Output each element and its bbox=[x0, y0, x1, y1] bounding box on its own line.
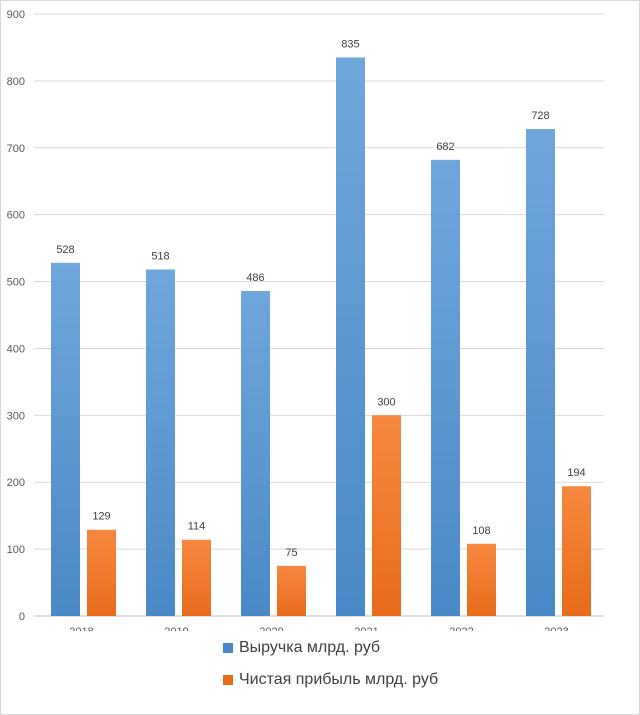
data-label-net-profit-2022: 108 bbox=[472, 525, 490, 537]
y-tick-label: 100 bbox=[7, 544, 25, 556]
bar-net-profit-2023 bbox=[562, 486, 591, 616]
bar-net-profit-2020 bbox=[277, 565, 306, 616]
data-label-net-profit-2019: 114 bbox=[188, 521, 206, 533]
y-tick-label: 800 bbox=[7, 76, 25, 88]
bar-net-profit-2019 bbox=[182, 539, 211, 616]
bar-net-profit-2018 bbox=[87, 529, 116, 616]
y-tick-label: 400 bbox=[7, 343, 25, 355]
y-tick-label: 500 bbox=[7, 277, 25, 289]
bar-revenue-2022 bbox=[431, 159, 460, 616]
bar-chart: 0 100 200 300 400 500 600 700 800 900 528 129 518 11… bbox=[7, 9, 604, 631]
y-tick-label: 300 bbox=[7, 410, 25, 422]
x-axis-ticks: 2018 2019 2020 2021 2022 2023 bbox=[69, 626, 568, 631]
bar-net-profit-2022 bbox=[467, 543, 496, 616]
data-label-revenue-2018: 528 bbox=[56, 244, 74, 256]
data-label-revenue-2022: 682 bbox=[436, 141, 454, 153]
legend: Выручка млрд. руб Чистая прибыль млрд. р… bbox=[223, 637, 438, 701]
data-label-net-profit-2023: 194 bbox=[567, 467, 585, 479]
bar-net-profit-2021 bbox=[372, 415, 401, 616]
data-label-net-profit-2021: 300 bbox=[377, 396, 395, 408]
data-label-net-profit-2020: 75 bbox=[285, 547, 297, 559]
y-tick-label: 0 bbox=[19, 611, 25, 623]
bars bbox=[51, 57, 591, 616]
x-tick-label: 2019 bbox=[164, 626, 188, 631]
x-tick-label: 2020 bbox=[259, 626, 283, 631]
data-label-revenue-2019: 518 bbox=[151, 251, 169, 263]
legend-label-net-profit: Чистая прибыль млрд. руб bbox=[239, 670, 439, 688]
data-label-revenue-2021: 835 bbox=[341, 38, 359, 50]
legend-swatch-net-profit bbox=[223, 674, 233, 685]
data-label-revenue-2020: 486 bbox=[246, 272, 264, 284]
bar-revenue-2021 bbox=[336, 57, 365, 616]
y-tick-label: 900 bbox=[7, 9, 25, 21]
x-tick-label: 2023 bbox=[544, 626, 568, 631]
legend-swatch-revenue bbox=[223, 642, 233, 653]
data-label-revenue-2023: 728 bbox=[531, 110, 549, 122]
y-axis-ticks: 0 100 200 300 400 500 600 700 800 900 bbox=[7, 9, 25, 623]
legend-item-revenue: Выручка млрд. руб bbox=[223, 637, 438, 658]
y-tick-label: 700 bbox=[7, 143, 25, 155]
bar-revenue-2018 bbox=[51, 262, 80, 616]
gridlines bbox=[34, 13, 604, 617]
bar-revenue-2023 bbox=[526, 129, 555, 616]
data-labels: 528 129 518 114 486 75 835 300 682 108 728 194 bbox=[56, 38, 585, 558]
bar-revenue-2019 bbox=[146, 269, 175, 616]
data-label-net-profit-2018: 129 bbox=[92, 511, 110, 523]
legend-label-revenue: Выручка млрд. руб bbox=[239, 638, 381, 656]
x-tick-label: 2018 bbox=[69, 626, 93, 631]
legend-item-net-profit: Чистая прибыль млрд. руб bbox=[223, 669, 438, 690]
x-tick-label: 2021 bbox=[354, 626, 378, 631]
bar-revenue-2020 bbox=[241, 290, 270, 616]
x-tick-label: 2022 bbox=[449, 626, 473, 631]
y-tick-label: 200 bbox=[7, 477, 25, 489]
y-tick-label: 600 bbox=[7, 210, 25, 222]
